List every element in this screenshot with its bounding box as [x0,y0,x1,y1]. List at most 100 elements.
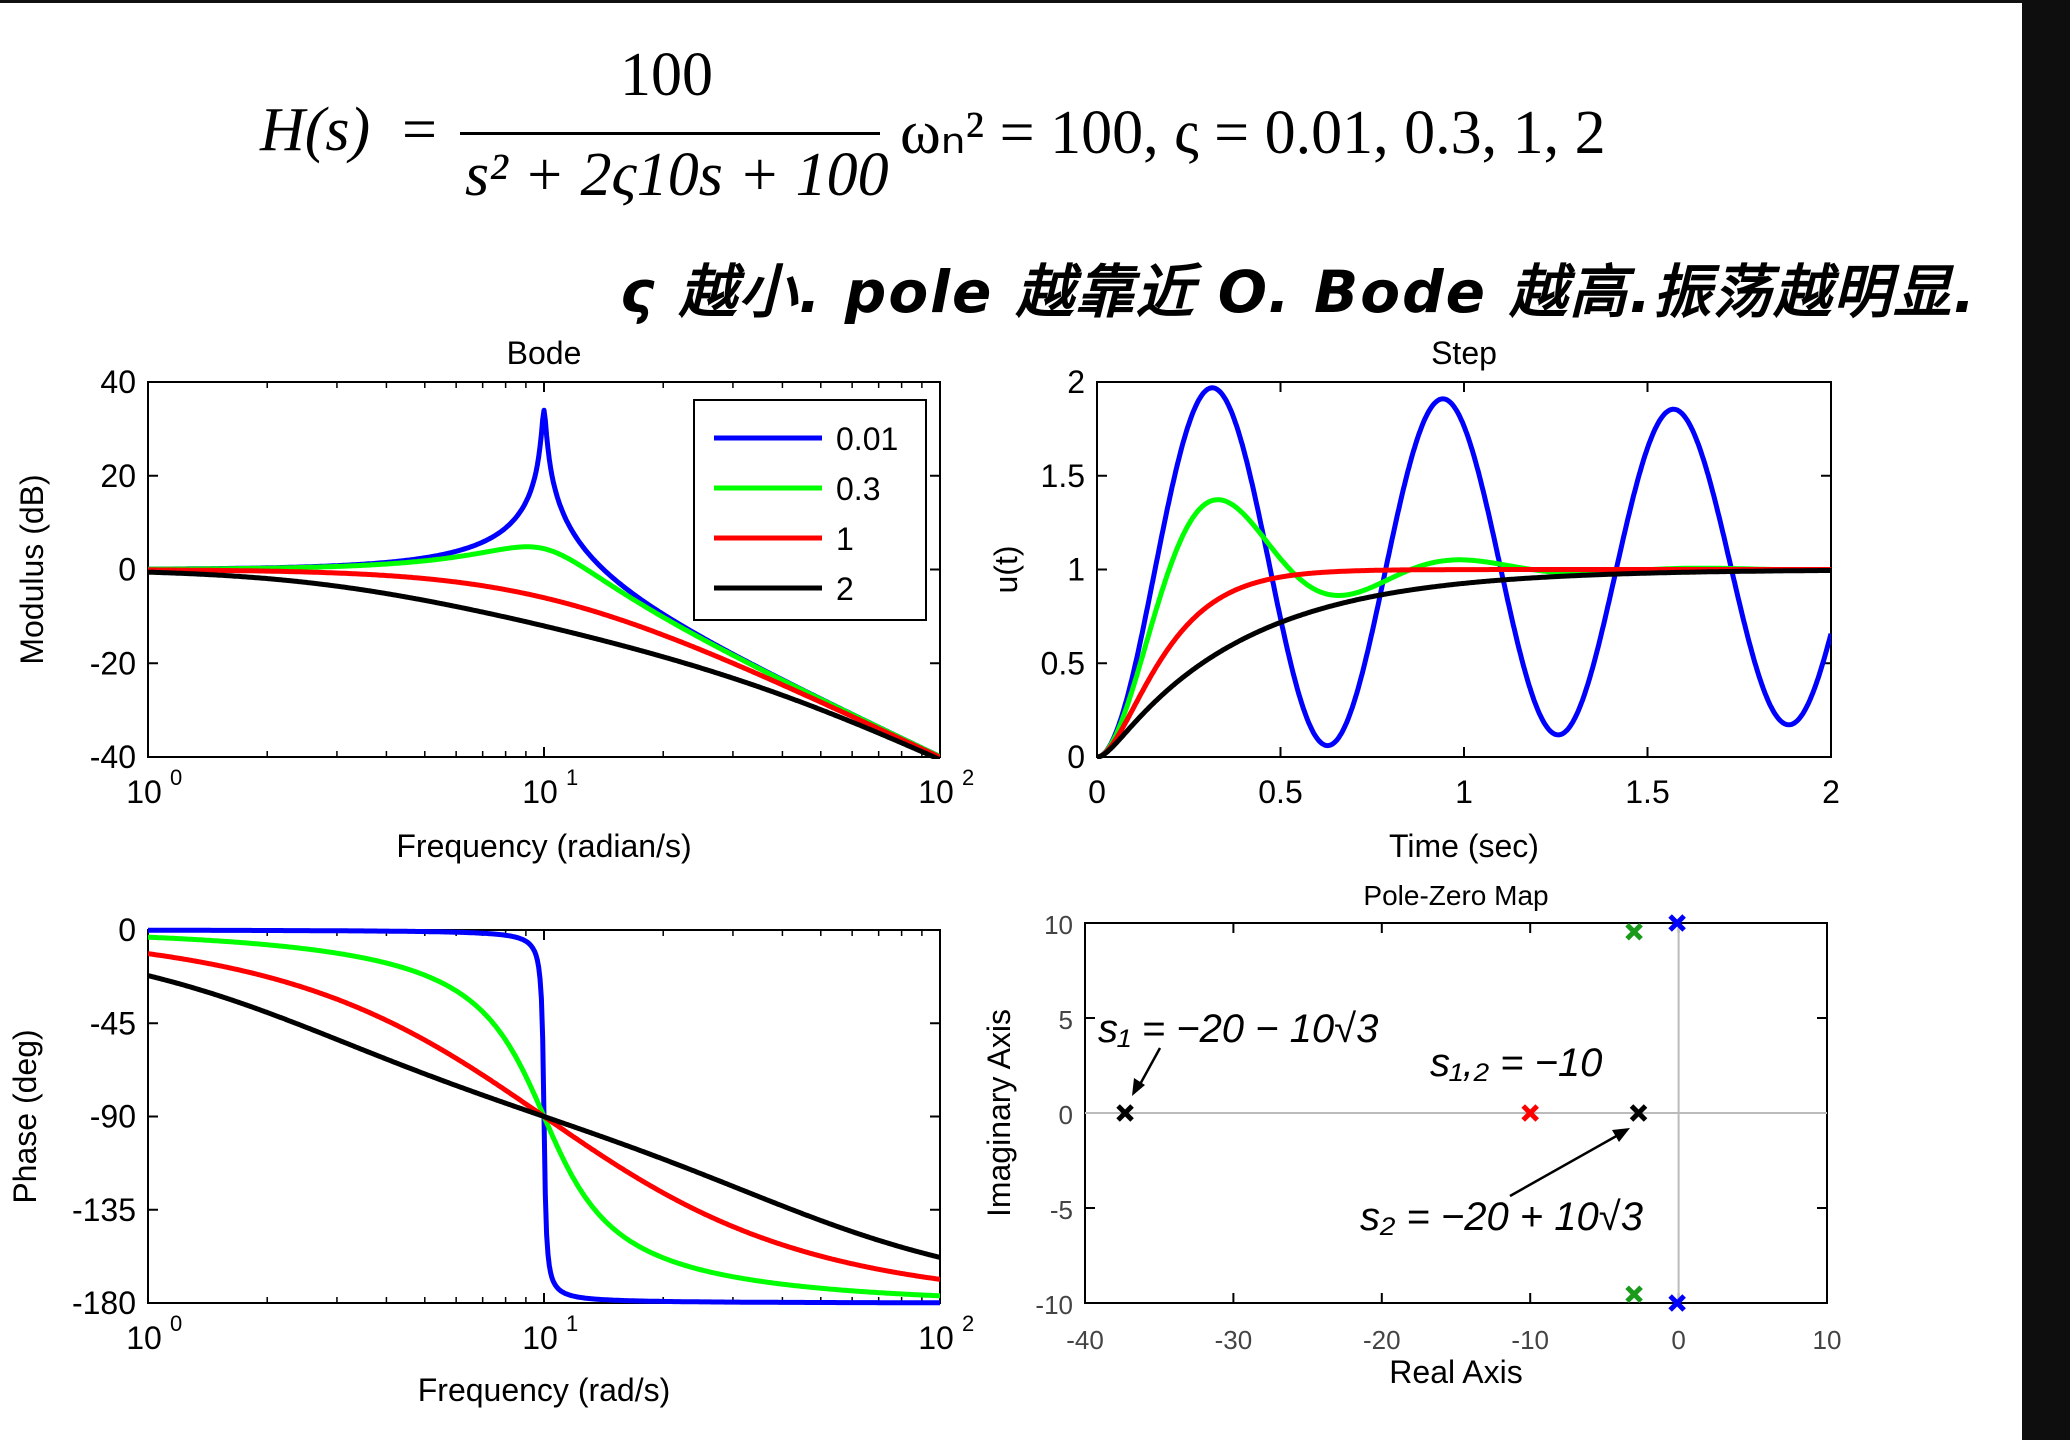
x-tick-label: 10 [918,1320,954,1356]
annotation-s12: s₁,₂ = −10 [1430,1041,1602,1085]
legend-label: 0.01 [836,421,898,457]
y-tick-label: -10 [1035,1290,1073,1320]
x-axis-label: Time (sec) [1389,828,1539,864]
x-tick-exponent: 0 [170,1311,182,1336]
x-tick-label: -40 [1066,1325,1104,1355]
pole-marker [1521,1104,1539,1122]
y-tick-label: 0 [1067,739,1085,775]
x-tick-label: 0 [1088,774,1106,810]
x-tick-label: 1 [1455,774,1473,810]
x-tick-label: 10 [918,774,954,810]
x-tick-label: -20 [1363,1325,1401,1355]
y-axis-label: Imaginary Axis [981,1009,1017,1217]
y-tick-label: 1 [1067,552,1085,588]
pole-marker [1629,1104,1648,1122]
y-tick-label: 2 [1067,364,1085,400]
y-tick-label: -5 [1050,1195,1073,1225]
y-tick-label: 0.5 [1041,645,1085,681]
x-tick-label: -10 [1511,1325,1549,1355]
arrow-head [1612,1128,1630,1142]
pole-marker [1668,1294,1686,1312]
y-tick-label: 0 [1059,1100,1073,1130]
fraction-bar [460,132,880,135]
chart-title: Bode [507,335,582,371]
top-border [0,0,2022,3]
y-tick-label: 10 [1044,910,1073,940]
series-line-1 [148,567,940,759]
chart-title: Pole-Zero Map [1363,880,1548,911]
series-line-0.3 [148,544,940,759]
y-tick-label: -45 [90,1005,136,1041]
pole-stroke [1668,1294,1686,1312]
x-tick-exponent: 0 [170,765,182,790]
y-axis-label: Phase (deg) [7,1029,43,1203]
transfer-function-formula: H(s) = 100 s² + 2ς10s + 100 ωₙ² = 100, ς… [260,40,1760,220]
arrow-s1 [1136,1047,1162,1089]
y-axis-label: u(t) [988,546,1024,594]
annotation-s2: s₂ = −20 + 10√3 [1360,1195,1643,1239]
x-axis-label: Real Axis [1389,1354,1522,1390]
x-tick-exponent: 2 [962,1311,974,1336]
y-tick-label: 0 [118,552,136,588]
formula-lhs: H(s) [260,96,371,164]
x-tick-label: 0.5 [1258,774,1302,810]
series-line-zeta-0.01 [1097,385,1831,759]
y-tick-label: -20 [90,645,136,681]
y-tick-label: 40 [100,364,136,400]
pole-stroke [1521,1104,1539,1122]
pole-stroke [1668,914,1686,932]
x-tick-label: 2 [1822,774,1840,810]
legend-label: 0.3 [836,471,880,507]
x-tick-label: 1.5 [1625,774,1669,810]
series-line-zeta-2 [1097,568,1831,759]
y-tick-label: 1.5 [1041,458,1085,494]
pole-stroke [1629,1104,1648,1122]
x-tick-label: 10 [126,774,162,810]
y-tick-label: -90 [90,1099,136,1135]
formula-numerator: 100 [620,41,713,109]
annotation-s1: s₁ = −20 − 10√3 [1098,1007,1378,1051]
series-group [148,407,940,759]
right-border [2022,0,2070,1440]
y-tick-label: 0 [118,912,136,948]
handwritten-note: ς 越小. pole 越靠近 O. Bode 越高.振荡越明显. [620,258,1978,326]
y-tick-label: 20 [100,458,136,494]
x-tick-label: 10 [126,1320,162,1356]
pole-stroke [1625,922,1643,941]
x-tick-label: 10 [1813,1325,1842,1355]
x-tick-exponent: 1 [566,765,578,790]
x-tick-label: 10 [522,1320,558,1356]
pole-marker [1625,922,1643,941]
series-line-zeta-2 [148,973,940,1260]
x-tick-label: -30 [1215,1325,1253,1355]
x-tick-exponent: 1 [566,1311,578,1336]
chart-3: 10 5 0 -5 -10 -40 -30 -20 -10 0 10 Pole-Zero Map Rea… [981,880,1841,1390]
x-tick-label: 0 [1671,1325,1685,1355]
legend-label: 1 [836,521,854,557]
pole-marker [1668,914,1686,932]
arrow-s2 [1509,1132,1621,1198]
y-tick-label: 5 [1059,1005,1073,1035]
series-line-2 [148,569,940,759]
x-axis-label: Frequency (radian/s) [396,828,691,864]
legend-label: 2 [836,571,854,607]
x-axis-label: Frequency (rad/s) [418,1372,671,1408]
series-group [148,927,940,1306]
chart-1: 0 0.5 1 1.5 2 0 0.5 1 1.5 2 Step Time (sec) u(t) [988,335,1840,864]
pole-stroke [1116,1104,1134,1122]
series-group [1097,385,1831,759]
y-tick-label: -135 [72,1192,136,1228]
pole-marker [1116,1104,1134,1122]
y-axis-label: Modulus (dB) [14,474,50,664]
y-tick-label: -40 [90,739,136,775]
y-tick-label: -180 [72,1285,136,1321]
x-tick-label: 10 [522,774,558,810]
formula-denominator: s² + 2ς10s + 100 [465,141,889,209]
pole-marker [1625,1285,1643,1304]
x-tick-exponent: 2 [962,765,974,790]
formula-params: ωₙ² = 100, ς = 0.01, 0.3, 1, 2 [900,99,1606,167]
